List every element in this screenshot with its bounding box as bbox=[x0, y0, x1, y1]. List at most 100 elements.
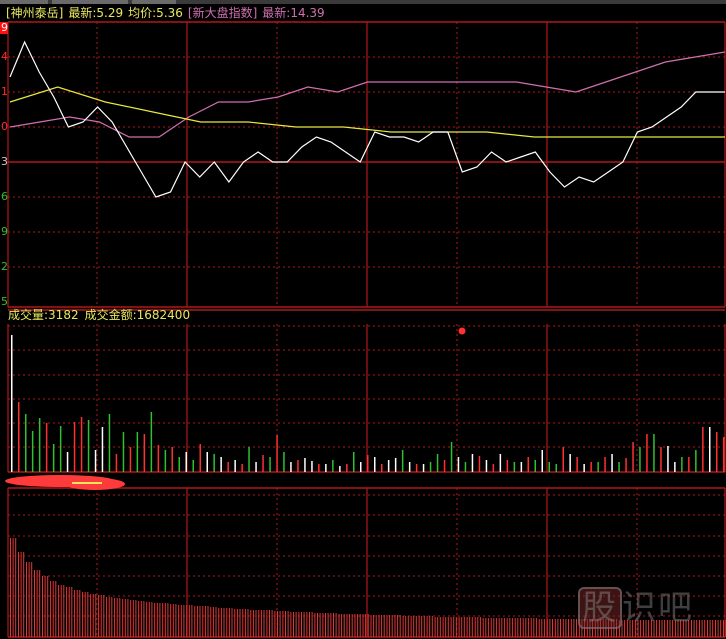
lower-bar bbox=[357, 614, 359, 637]
lower-bar bbox=[242, 609, 244, 637]
lower-bar bbox=[637, 620, 639, 637]
volume-bar bbox=[234, 460, 236, 472]
volume-bar bbox=[178, 457, 180, 472]
lower-bar bbox=[415, 616, 417, 637]
lower-bar bbox=[106, 597, 108, 637]
lower-bar bbox=[10, 538, 11, 637]
lower-bar bbox=[359, 614, 361, 637]
lower-bar bbox=[293, 612, 294, 637]
volume-bar bbox=[562, 447, 564, 472]
volume-bar bbox=[492, 464, 495, 472]
lower-bar bbox=[175, 604, 177, 637]
lower-bar bbox=[317, 613, 318, 637]
redaction-text bbox=[72, 482, 102, 484]
lower-bar bbox=[210, 607, 212, 637]
lower-bar bbox=[495, 618, 497, 637]
lower-bar bbox=[188, 605, 190, 637]
volume-bar bbox=[471, 454, 474, 472]
lower-bar bbox=[715, 620, 716, 637]
volume-bar bbox=[206, 452, 208, 472]
lower-bar bbox=[429, 616, 431, 637]
lower-bar bbox=[34, 570, 35, 637]
lower-bar bbox=[98, 595, 100, 637]
price-axis-label: 0 bbox=[1, 121, 8, 133]
lower-bar bbox=[389, 615, 391, 637]
lower-bar bbox=[391, 615, 393, 637]
lower-bar bbox=[36, 570, 38, 637]
volume-bar bbox=[136, 432, 139, 472]
volume-bar bbox=[464, 462, 467, 472]
lower-bar bbox=[148, 602, 150, 637]
volume-bar bbox=[87, 420, 90, 472]
lower-bar bbox=[688, 620, 690, 637]
volume-bar bbox=[506, 460, 509, 472]
volume-bar bbox=[360, 462, 362, 472]
volume-bar bbox=[192, 460, 194, 472]
lower-bar bbox=[656, 620, 658, 637]
lower-bar bbox=[543, 619, 545, 637]
lower-bar bbox=[39, 570, 41, 637]
lower-bar bbox=[159, 603, 161, 637]
volume-bar bbox=[478, 456, 481, 472]
lower-bar bbox=[196, 606, 198, 637]
volume-bar bbox=[59, 426, 62, 472]
lower-bar bbox=[351, 614, 353, 637]
lower-bar bbox=[685, 620, 687, 637]
amount-value: 成交金额:1682400 bbox=[84, 308, 191, 322]
lower-bar bbox=[367, 614, 369, 637]
toolbar-tab[interactable] bbox=[52, 0, 128, 4]
lower-bar bbox=[461, 617, 463, 637]
volume-bar bbox=[353, 452, 355, 472]
lower-bar bbox=[279, 611, 281, 637]
price-axis-label: 4 bbox=[1, 51, 8, 63]
lower-bar bbox=[58, 585, 60, 637]
volume-bar bbox=[122, 432, 125, 472]
lower-bar bbox=[677, 620, 679, 637]
lower-bar bbox=[560, 619, 561, 637]
lower-bar bbox=[31, 562, 33, 637]
toolbar-tab[interactable] bbox=[0, 0, 48, 4]
lower-bar bbox=[426, 616, 428, 637]
volume-bar bbox=[653, 434, 655, 472]
volume-bar bbox=[401, 450, 404, 472]
lower-bar bbox=[170, 604, 172, 637]
lower-bar bbox=[212, 607, 214, 637]
lower-bar bbox=[266, 610, 268, 637]
volume-bar bbox=[618, 462, 620, 472]
lower-bar bbox=[114, 598, 116, 637]
lower-bar bbox=[407, 616, 409, 637]
price-axis-label: 1 bbox=[1, 86, 8, 98]
lower-bar bbox=[319, 613, 321, 637]
volume-header: 成交量:3182 成交金额:1682400 bbox=[8, 307, 196, 323]
lower-bar bbox=[164, 603, 166, 637]
lower-bar bbox=[431, 616, 433, 637]
lower-bar bbox=[402, 616, 404, 637]
lower-bar bbox=[255, 610, 257, 637]
lower-bar bbox=[469, 617, 471, 637]
volume-bar bbox=[73, 422, 76, 472]
volume-bar bbox=[443, 460, 446, 472]
volume-bar bbox=[94, 450, 97, 472]
toolbar-tab[interactable] bbox=[132, 0, 176, 4]
lower-bar bbox=[95, 594, 97, 637]
lower-bar bbox=[699, 620, 700, 637]
lower-bar bbox=[645, 620, 647, 637]
lower-bar bbox=[63, 585, 65, 637]
lower-bar bbox=[252, 610, 254, 637]
lower-bar bbox=[519, 618, 521, 637]
lower-bar bbox=[439, 617, 441, 637]
lower-bar bbox=[341, 614, 343, 637]
stock-name: [神州泰岳] bbox=[6, 6, 64, 20]
lower-bar bbox=[696, 620, 698, 637]
lower-bar bbox=[287, 611, 289, 637]
volume-bar bbox=[52, 444, 55, 472]
lower-bar bbox=[143, 601, 145, 637]
lower-bar bbox=[533, 618, 535, 637]
lower-bar bbox=[156, 603, 158, 637]
volume-bar bbox=[499, 454, 502, 472]
price-axis-label: 5 bbox=[1, 296, 8, 308]
lower-bar bbox=[562, 619, 564, 637]
volume-bar bbox=[129, 447, 132, 472]
volume-bar bbox=[108, 414, 111, 472]
